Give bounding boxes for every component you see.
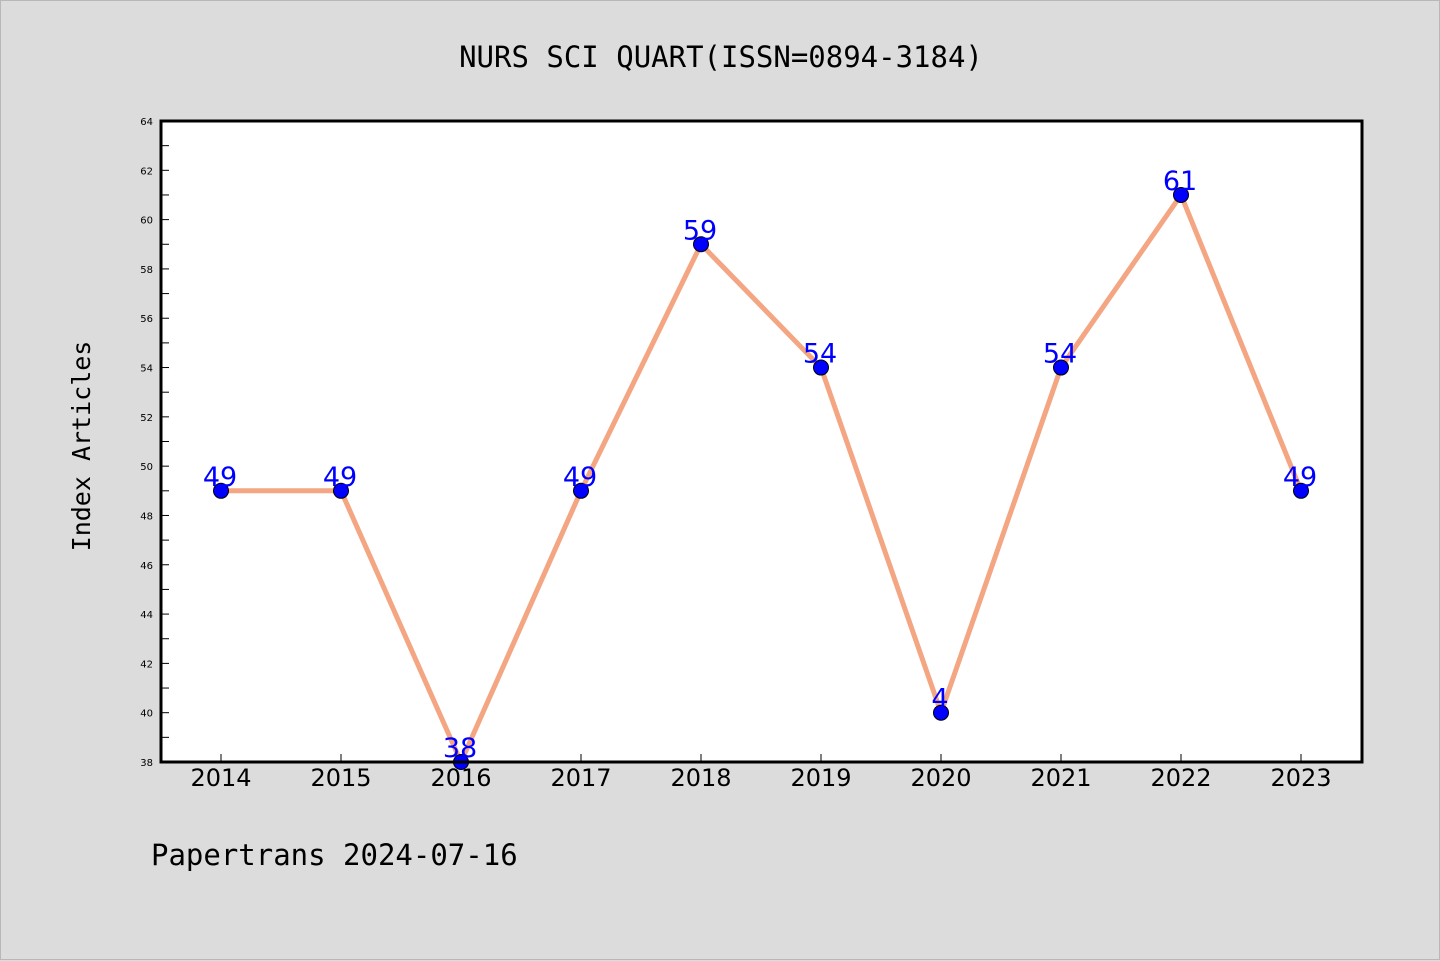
data-point <box>1173 186 1189 203</box>
y-tick-label: 44 <box>140 610 153 621</box>
x-tick-label: 2015 <box>310 764 371 792</box>
x-tick-label: 2017 <box>550 764 611 792</box>
data-label: 54 <box>803 339 837 370</box>
x-axis-ticks: 2014 2015 2016 2017 2018 2019 2020 2021 2022 2023 <box>190 754 1332 792</box>
data-label: 59 <box>683 215 717 246</box>
chart-title: NURS SCI QUART(ISSN=0894-3184) <box>459 40 983 74</box>
series-line <box>221 189 1304 769</box>
data-point <box>1293 482 1309 499</box>
data-label: 49 <box>1283 462 1317 493</box>
data-points <box>213 186 1309 770</box>
y-tick-label: 52 <box>140 413 153 424</box>
data-label: 49 <box>323 462 357 493</box>
data-point <box>333 482 349 499</box>
x-tick-label: 2019 <box>790 764 851 792</box>
y-tick-label: 60 <box>140 216 153 227</box>
plot-area <box>161 121 1362 762</box>
x-tick-label: 2020 <box>910 764 971 792</box>
y-tick-label: 62 <box>140 166 153 177</box>
data-point <box>693 236 709 253</box>
y-tick-label: 54 <box>140 364 153 375</box>
y-tick-label: 64 <box>140 117 153 128</box>
x-tick-label: 2014 <box>190 764 251 792</box>
y-tick-label: 46 <box>140 561 153 572</box>
y-tick-label: 42 <box>140 659 153 670</box>
data-label: 54 <box>1043 339 1077 370</box>
plot-border <box>159 119 1364 764</box>
data-label: 38 <box>443 733 477 764</box>
footer-stamp: Papertrans 2024-07-16 <box>151 838 518 872</box>
series-layer <box>221 189 1304 769</box>
data-label: 61 <box>1163 166 1197 197</box>
y-tick-label: 56 <box>140 314 153 325</box>
data-point <box>573 482 589 499</box>
data-label: 49 <box>563 462 597 493</box>
data-label: 4 <box>931 684 948 715</box>
y-tick-label: 38 <box>140 758 153 769</box>
data-point <box>1053 359 1069 376</box>
x-tick-label: 2023 <box>1270 764 1331 792</box>
x-tick-label: 2018 <box>670 764 731 792</box>
y-tick-label: 50 <box>140 462 153 473</box>
y-tick-label: 58 <box>140 265 153 276</box>
x-tick-label: 2021 <box>1030 764 1091 792</box>
y-tick-label: 40 <box>140 709 153 720</box>
data-label: 49 <box>203 462 237 493</box>
data-labels: 49 49 38 49 59 54 4 54 61 49 <box>203 166 1317 764</box>
y-axis-label: Index Articles <box>67 341 96 552</box>
data-point <box>213 482 229 499</box>
x-tick-label: 2022 <box>1150 764 1211 792</box>
data-point <box>813 359 829 376</box>
y-axis-ticks: 38 40 42 44 46 48 50 52 54 56 58 60 62 64 <box>140 117 169 769</box>
data-point <box>933 704 949 721</box>
y-tick-label: 48 <box>140 511 153 522</box>
